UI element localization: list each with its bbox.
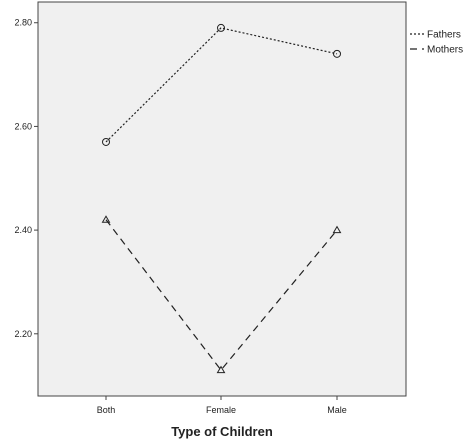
y-tick-label: 2.20 (14, 329, 32, 339)
x-tick-label: Female (206, 405, 236, 415)
x-axis: Both Female Male (97, 396, 347, 415)
series-layer (101, 23, 342, 374)
mothers-point (216, 365, 226, 374)
legend: Fathers Mothers (410, 30, 463, 56)
fathers-series-line (105, 27, 338, 143)
y-tick-label: 2.60 (14, 121, 32, 131)
y-axis: 2.20 2.40 2.60 2.80 (14, 18, 38, 339)
plot-area (37, 1, 407, 397)
fathers-point (333, 49, 341, 58)
fathers-point (217, 23, 225, 32)
mothers-point (332, 225, 342, 234)
y-tick-label: 2.40 (14, 225, 32, 235)
legend-label-fathers: Fathers (427, 30, 461, 41)
x-tick-label: Male (327, 405, 347, 415)
fathers-point (102, 137, 110, 146)
legend-label-mothers: Mothers (427, 45, 463, 56)
mothers-series-line (105, 219, 338, 372)
x-axis-title: Type of Children (171, 424, 273, 439)
mothers-point (101, 215, 111, 223)
y-tick-label: 2.80 (14, 18, 32, 28)
x-tick-label: Both (97, 405, 116, 415)
